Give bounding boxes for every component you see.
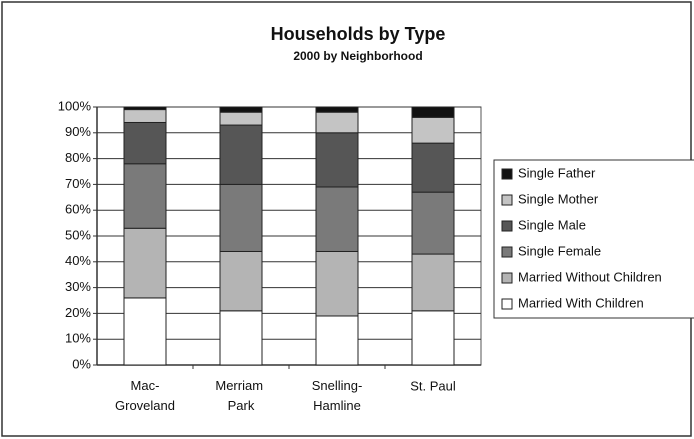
legend-label: Single Father [518,165,596,180]
bar-segment [219,250,263,312]
y-tick-label: 40% [65,253,91,268]
y-tick-label: 20% [65,305,91,320]
bar-segment [123,121,167,165]
bar-segment [315,111,359,134]
x-tick-label: Snelling- Hamline [312,378,363,413]
bar-segment [315,250,359,317]
bar-segment [411,191,455,255]
y-tick-label: 80% [65,150,91,165]
bar-segment [315,186,359,252]
legend-label: Single Mother [518,191,599,206]
y-tick-label: 0% [72,356,91,371]
legend-swatch [501,194,513,206]
legend-label: Married With Children [518,295,644,310]
bar-segment [219,111,263,126]
x-tick-label-line: Hamline [313,398,361,413]
legend-label: Single Female [518,243,601,258]
chart-subtitle: 2000 by Neighborhood [293,49,422,63]
x-tick-label: Mac- Groveland [115,378,175,413]
legend-label: Single Male [518,217,586,232]
y-tick-label: 50% [65,227,91,242]
y-tick-label: 30% [65,279,91,294]
bar-segment [411,142,455,193]
bar-segment [123,163,167,229]
bar-segment [219,124,263,185]
y-tick-label: 70% [65,176,91,191]
bar-segment [123,109,167,123]
bar-segment [411,253,455,312]
x-tick-label-line: Snelling- [312,378,363,393]
x-tick-label-line: Merriam [215,378,266,393]
x-tick-label-line: Groveland [115,398,175,413]
bar-segment [411,310,455,366]
bar-segment [219,310,263,366]
bar-segment [315,315,359,366]
legend-swatch [501,272,513,284]
legend-swatch [501,298,513,310]
bar-segment [219,106,263,113]
legend-swatch [501,168,513,180]
y-tick-label: 60% [65,202,91,217]
chart-title: Households by Type [271,24,446,44]
y-tick-label: 90% [65,124,91,139]
bar-segment [123,297,167,366]
y-tick-label: 100% [58,98,92,113]
x-tick-label: Merriam Park [215,378,266,413]
bar-segment [315,106,359,113]
x-tick-label: St. Paul [410,378,456,393]
bar-segment [411,116,455,144]
bar-segment [123,106,167,111]
legend-box [493,159,694,319]
legend-swatch [501,246,513,258]
bar-segment [219,183,263,252]
bar-segment [411,106,455,118]
x-tick-label-line: Park [228,398,255,413]
x-tick-label-line: Mac- [131,378,160,393]
bar-segment [123,227,167,299]
bar-segment [315,132,359,188]
y-tick-label: 10% [65,331,91,346]
legend-swatch [501,220,513,232]
legend-label: Married Without Children [518,269,662,284]
